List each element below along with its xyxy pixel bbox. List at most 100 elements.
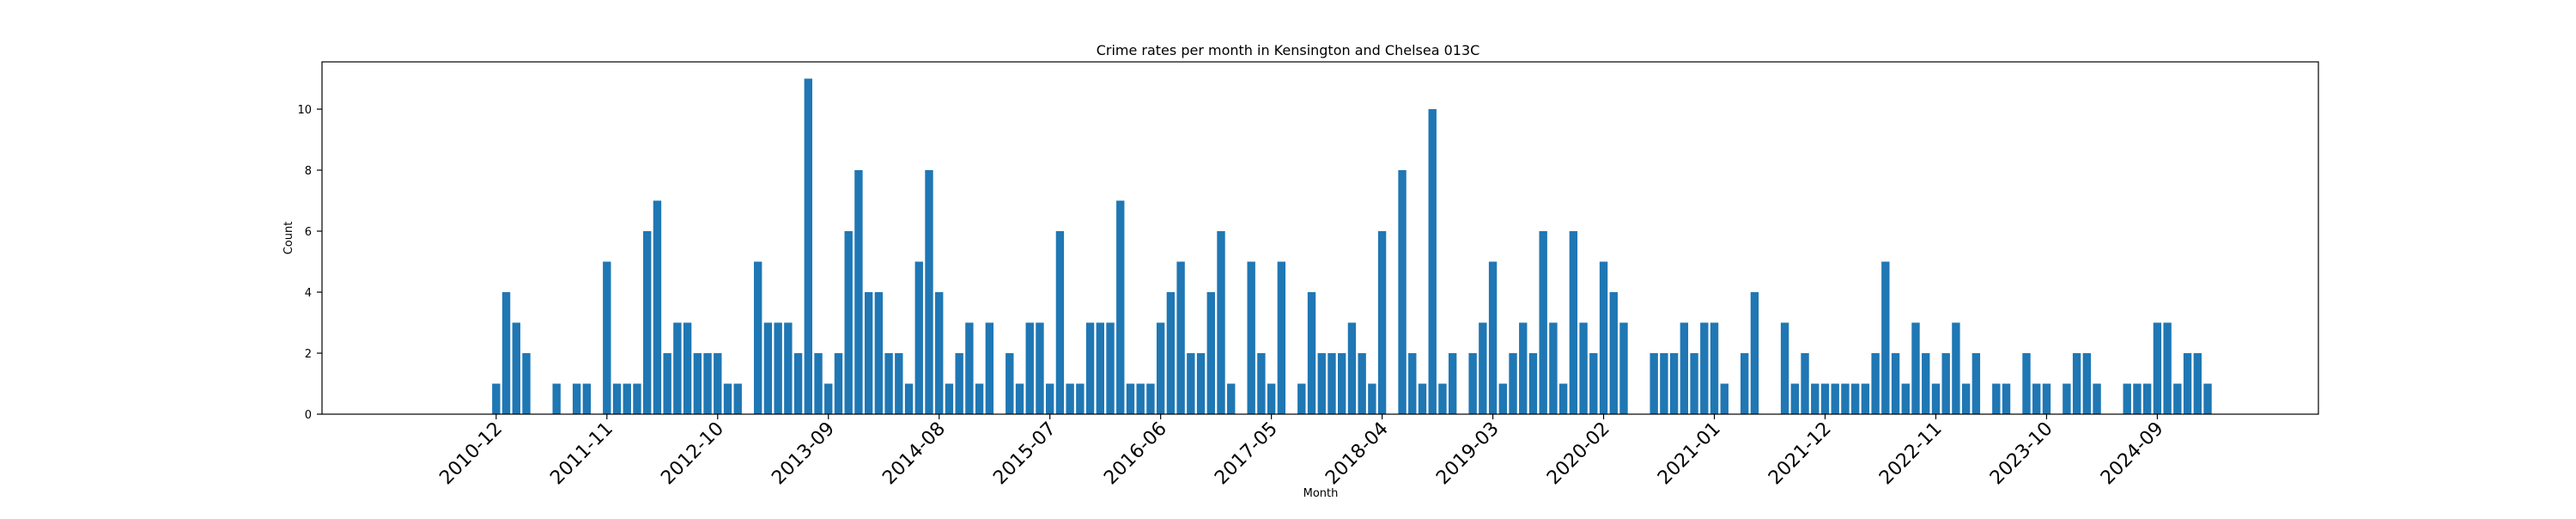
bar	[1227, 383, 1236, 414]
bar	[572, 383, 581, 414]
bar	[1358, 353, 1366, 414]
x-tick-label: 2023-10	[1986, 418, 2057, 490]
bar	[874, 292, 884, 414]
bar	[653, 200, 662, 414]
bar	[1327, 353, 1336, 414]
bar	[492, 383, 501, 414]
bar	[1146, 383, 1155, 414]
bar	[603, 261, 611, 414]
y-tick-label: 0	[305, 409, 312, 422]
bar	[1669, 353, 1679, 414]
bar	[1971, 353, 1981, 414]
bar	[2022, 353, 2031, 414]
bar	[965, 322, 974, 414]
bar	[854, 170, 863, 414]
x-tick-label: 2021-12	[1765, 418, 1836, 490]
bar	[1217, 231, 1225, 414]
bar	[1338, 353, 1346, 414]
bar	[522, 353, 531, 414]
bar	[1609, 292, 1618, 414]
bar	[501, 292, 511, 414]
bar	[1660, 353, 1668, 414]
bar	[1901, 383, 1910, 414]
y-ticks-group: 0 2 4 6 8 10	[297, 104, 322, 422]
bar	[643, 231, 652, 414]
bar	[1418, 383, 1427, 414]
bar	[1096, 322, 1105, 414]
bar	[1891, 353, 1900, 414]
bar	[834, 353, 843, 414]
bar	[2093, 383, 2101, 414]
bar	[1881, 261, 1890, 414]
bar	[1700, 322, 1709, 414]
bar	[955, 353, 963, 414]
bar	[975, 383, 984, 414]
x-tick-label: 2024-09	[2097, 418, 2168, 490]
bar	[753, 261, 762, 414]
bar	[793, 353, 803, 414]
bar	[1196, 353, 1206, 414]
bar	[1750, 292, 1759, 414]
bar	[1247, 261, 1255, 414]
bar	[1176, 261, 1185, 414]
bars-group	[492, 78, 2212, 415]
bar	[1066, 383, 1074, 414]
bar	[2142, 383, 2152, 414]
x-tick-label: 2011-11	[546, 418, 617, 490]
bar	[1488, 261, 1498, 414]
bar	[1267, 383, 1276, 414]
bar	[633, 383, 641, 414]
bar	[1046, 383, 1054, 414]
bar	[1519, 322, 1528, 414]
bar	[1347, 322, 1357, 414]
bar	[1831, 383, 1839, 414]
bar	[985, 322, 994, 414]
bar	[1317, 353, 1326, 414]
bar	[1277, 261, 1286, 414]
x-tick-label: 2016-06	[1100, 418, 1171, 490]
y-tick-label: 2	[305, 348, 312, 361]
bar	[935, 292, 944, 414]
bar	[1408, 353, 1417, 414]
chart-title: Crime rates per month in Kensington and …	[1097, 42, 1480, 58]
bar	[1680, 322, 1689, 414]
y-tick-label: 6	[305, 226, 312, 239]
bar	[723, 383, 732, 414]
bar	[2183, 353, 2192, 414]
x-tick-label: 2015-07	[989, 418, 1060, 490]
bar	[1961, 383, 1971, 414]
bar	[1085, 322, 1095, 414]
bar	[2123, 383, 2131, 414]
bar	[2063, 383, 2071, 414]
bar	[1036, 322, 1044, 414]
x-tick-label: 2022-11	[1875, 418, 1947, 490]
bar	[1206, 292, 1215, 414]
bar	[2193, 353, 2202, 414]
bar	[1257, 353, 1266, 414]
bar	[1307, 292, 1316, 414]
plot-frame	[321, 61, 2319, 415]
y-tick-label: 10	[297, 104, 312, 117]
bar	[1448, 353, 1457, 414]
bar	[2002, 383, 2011, 414]
bar	[1589, 353, 1598, 414]
bar	[2173, 383, 2182, 414]
bar	[1136, 383, 1145, 414]
bar	[1549, 322, 1558, 414]
bar	[1509, 353, 1517, 414]
bar	[804, 78, 812, 415]
bar	[1911, 322, 1920, 414]
bar	[904, 383, 914, 414]
x-tick-label: 2010-12	[435, 418, 507, 490]
bar	[612, 383, 622, 414]
y-tick-label: 4	[305, 287, 312, 300]
bar	[1992, 383, 2001, 414]
bar	[552, 383, 561, 414]
bar	[774, 322, 782, 414]
bar	[673, 322, 682, 414]
bar	[864, 292, 873, 414]
bar	[1952, 322, 1960, 414]
bar	[1820, 383, 1830, 414]
bar	[1579, 322, 1588, 414]
